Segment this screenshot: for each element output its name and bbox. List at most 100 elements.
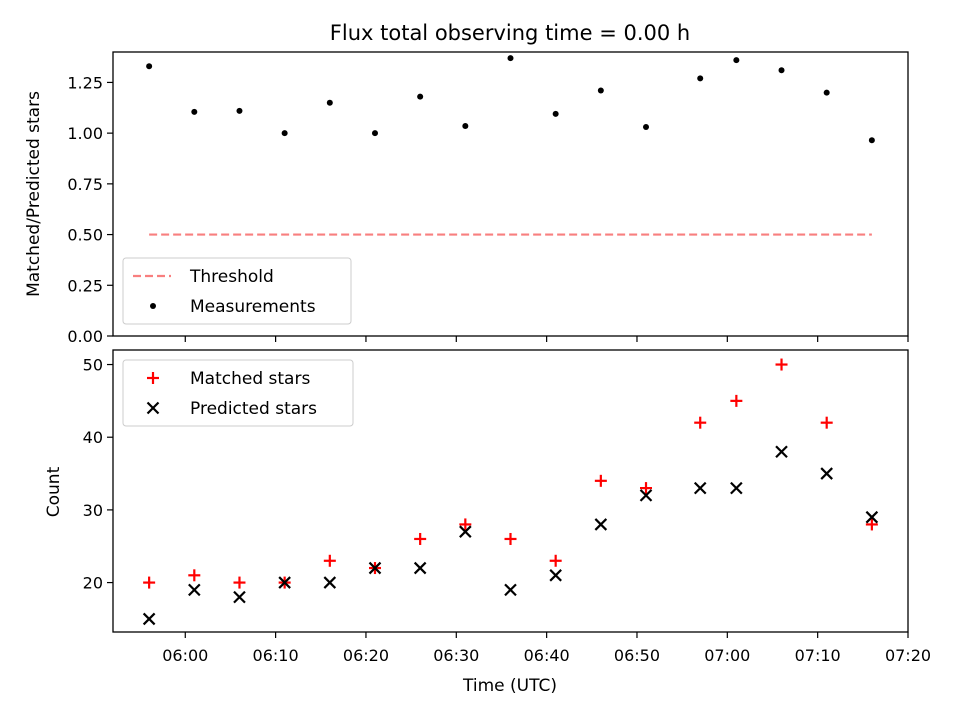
x-marker-stroke-b — [820, 467, 833, 480]
legend-label: Predicted stars — [190, 399, 317, 419]
legend-item: Threshold — [133, 267, 274, 287]
bottom-ytick-label: 40 — [83, 428, 103, 447]
bottom-matched-stars-point — [323, 554, 336, 567]
x-marker-stroke-b — [233, 590, 246, 604]
x-marker-stroke-b — [504, 583, 517, 597]
legend-item: Predicted stars — [146, 399, 317, 419]
bottom-ytick-label: 20 — [83, 574, 103, 593]
top-measurements-point — [191, 108, 198, 115]
bottom-matched-stars-point — [504, 532, 517, 545]
legend-handle-dot — [150, 303, 156, 309]
top-measurements-point — [643, 124, 650, 131]
x-marker-stroke-b — [323, 576, 337, 589]
top-ytick-label: 0.25 — [67, 276, 103, 295]
top-measurements-point — [371, 130, 378, 137]
bottom-ytick-label: 30 — [83, 501, 103, 520]
bottom-predicted-stars-point — [775, 445, 788, 459]
x-marker-stroke-b — [594, 518, 608, 531]
top-measurements-point — [146, 63, 153, 70]
bottom-predicted-stars-point — [233, 590, 246, 604]
top-measurements-point — [507, 55, 514, 62]
legend-box — [122, 359, 354, 427]
bottom-predicted-stars-point — [188, 583, 201, 597]
x-marker-stroke-b — [368, 561, 382, 575]
bottom-xtick-label: 06:50 — [614, 646, 660, 665]
bottom-predicted-stars-point — [594, 518, 608, 531]
bottom-xtick-label: 06:40 — [524, 646, 570, 665]
top-ytick-label: 1.00 — [67, 124, 103, 143]
top-ytick-label: 0.00 — [67, 327, 103, 346]
bottom-xtick-label: 06:10 — [253, 646, 299, 665]
bottom-ytick-label: 50 — [83, 356, 103, 375]
legend-handle-x-b — [146, 401, 160, 415]
top-measurements-point — [236, 107, 243, 114]
top-measurements-point — [778, 67, 785, 74]
bottom-matched-stars-point — [820, 416, 833, 429]
top-ytick-label: 0.75 — [67, 175, 103, 194]
bottom-predicted-stars-point — [459, 525, 472, 538]
x-marker-stroke-b — [188, 583, 201, 597]
top-chart-panel: 0.00 0.25 0.50 0.75 1.00 1.25 Threshold Measure… — [67, 51, 909, 346]
bottom-matched-stars-point — [549, 554, 562, 567]
bottom-predicted-stars-point — [368, 561, 382, 575]
bottom-predicted-stars-point — [820, 467, 833, 480]
bottom-matched-stars-point — [730, 394, 743, 407]
bottom-matched-stars-point — [143, 576, 156, 589]
x-marker-stroke-b — [142, 612, 156, 626]
top-chart-legend: Threshold Measurements — [122, 257, 352, 325]
x-marker-stroke-b — [730, 481, 743, 495]
x-marker-stroke-b — [413, 561, 427, 575]
bottom-matched-stars-point — [233, 576, 246, 589]
bottom-chart-axes-frame — [112, 349, 909, 633]
bottom-chart-xlabel: Time (UTC) — [462, 676, 557, 696]
x-marker-stroke-b — [459, 525, 472, 538]
legend-item: Matched stars — [147, 369, 310, 389]
bottom-chart-ylabel: Count — [44, 466, 64, 517]
bottom-matched-stars-point — [414, 532, 427, 545]
bottom-matched-stars-point — [694, 416, 707, 429]
x-marker-stroke-b — [549, 569, 562, 582]
bottom-predicted-stars-point — [278, 576, 291, 589]
bottom-xtick-label: 07:20 — [885, 646, 931, 665]
bottom-xtick-label: 06:30 — [433, 646, 479, 665]
bottom-matched-stars-point — [594, 474, 607, 487]
bottom-predicted-stars-point — [323, 576, 337, 589]
top-chart-axes-frame — [112, 51, 909, 337]
top-measurements-point — [697, 75, 704, 82]
top-measurements-point — [417, 93, 424, 100]
bottom-xtick-label: 06:00 — [162, 646, 208, 665]
bottom-predicted-stars-point — [693, 481, 707, 495]
x-marker-stroke-b — [775, 445, 788, 459]
top-measurements-point — [462, 123, 469, 130]
bottom-matched-stars-point — [640, 482, 653, 495]
bottom-chart-panel: 20 30 40 50 06:00 06:10 06:20 06:30 06:40 06:50 07… — [83, 349, 931, 665]
legend-item: Measurements — [150, 297, 316, 317]
bottom-predicted-stars-point — [865, 510, 879, 524]
bottom-predicted-stars-point — [413, 561, 427, 575]
bottom-chart-legend: Matched stars Predicted stars — [122, 359, 354, 427]
top-chart-ylabel: Matched/Predicted stars — [24, 91, 44, 297]
bottom-predicted-stars-point — [549, 569, 562, 582]
bottom-xtick-label: 07:10 — [795, 646, 841, 665]
bottom-matched-stars-point — [188, 569, 201, 582]
bottom-predicted-stars-point — [639, 489, 653, 502]
top-measurements-point — [733, 57, 740, 64]
bottom-predicted-stars-point — [730, 481, 743, 495]
legend-label: Matched stars — [190, 369, 310, 389]
top-measurements-point — [597, 87, 604, 94]
top-measurements-point — [868, 137, 875, 144]
bottom-matched-stars-point — [459, 518, 472, 531]
bottom-matched-stars-point — [775, 358, 788, 371]
legend-label: Measurements — [190, 297, 316, 317]
legend-label: Threshold — [189, 267, 274, 287]
x-marker-stroke-b — [278, 576, 291, 589]
top-measurements-point — [823, 89, 830, 96]
top-measurements-point — [552, 110, 559, 117]
top-ytick-label: 1.25 — [67, 73, 103, 92]
top-ytick-label: 0.50 — [67, 226, 103, 245]
bottom-matched-stars-point — [865, 518, 878, 531]
legend-box — [122, 257, 352, 325]
bottom-predicted-stars-point — [142, 612, 156, 626]
top-measurements-point — [326, 99, 333, 106]
